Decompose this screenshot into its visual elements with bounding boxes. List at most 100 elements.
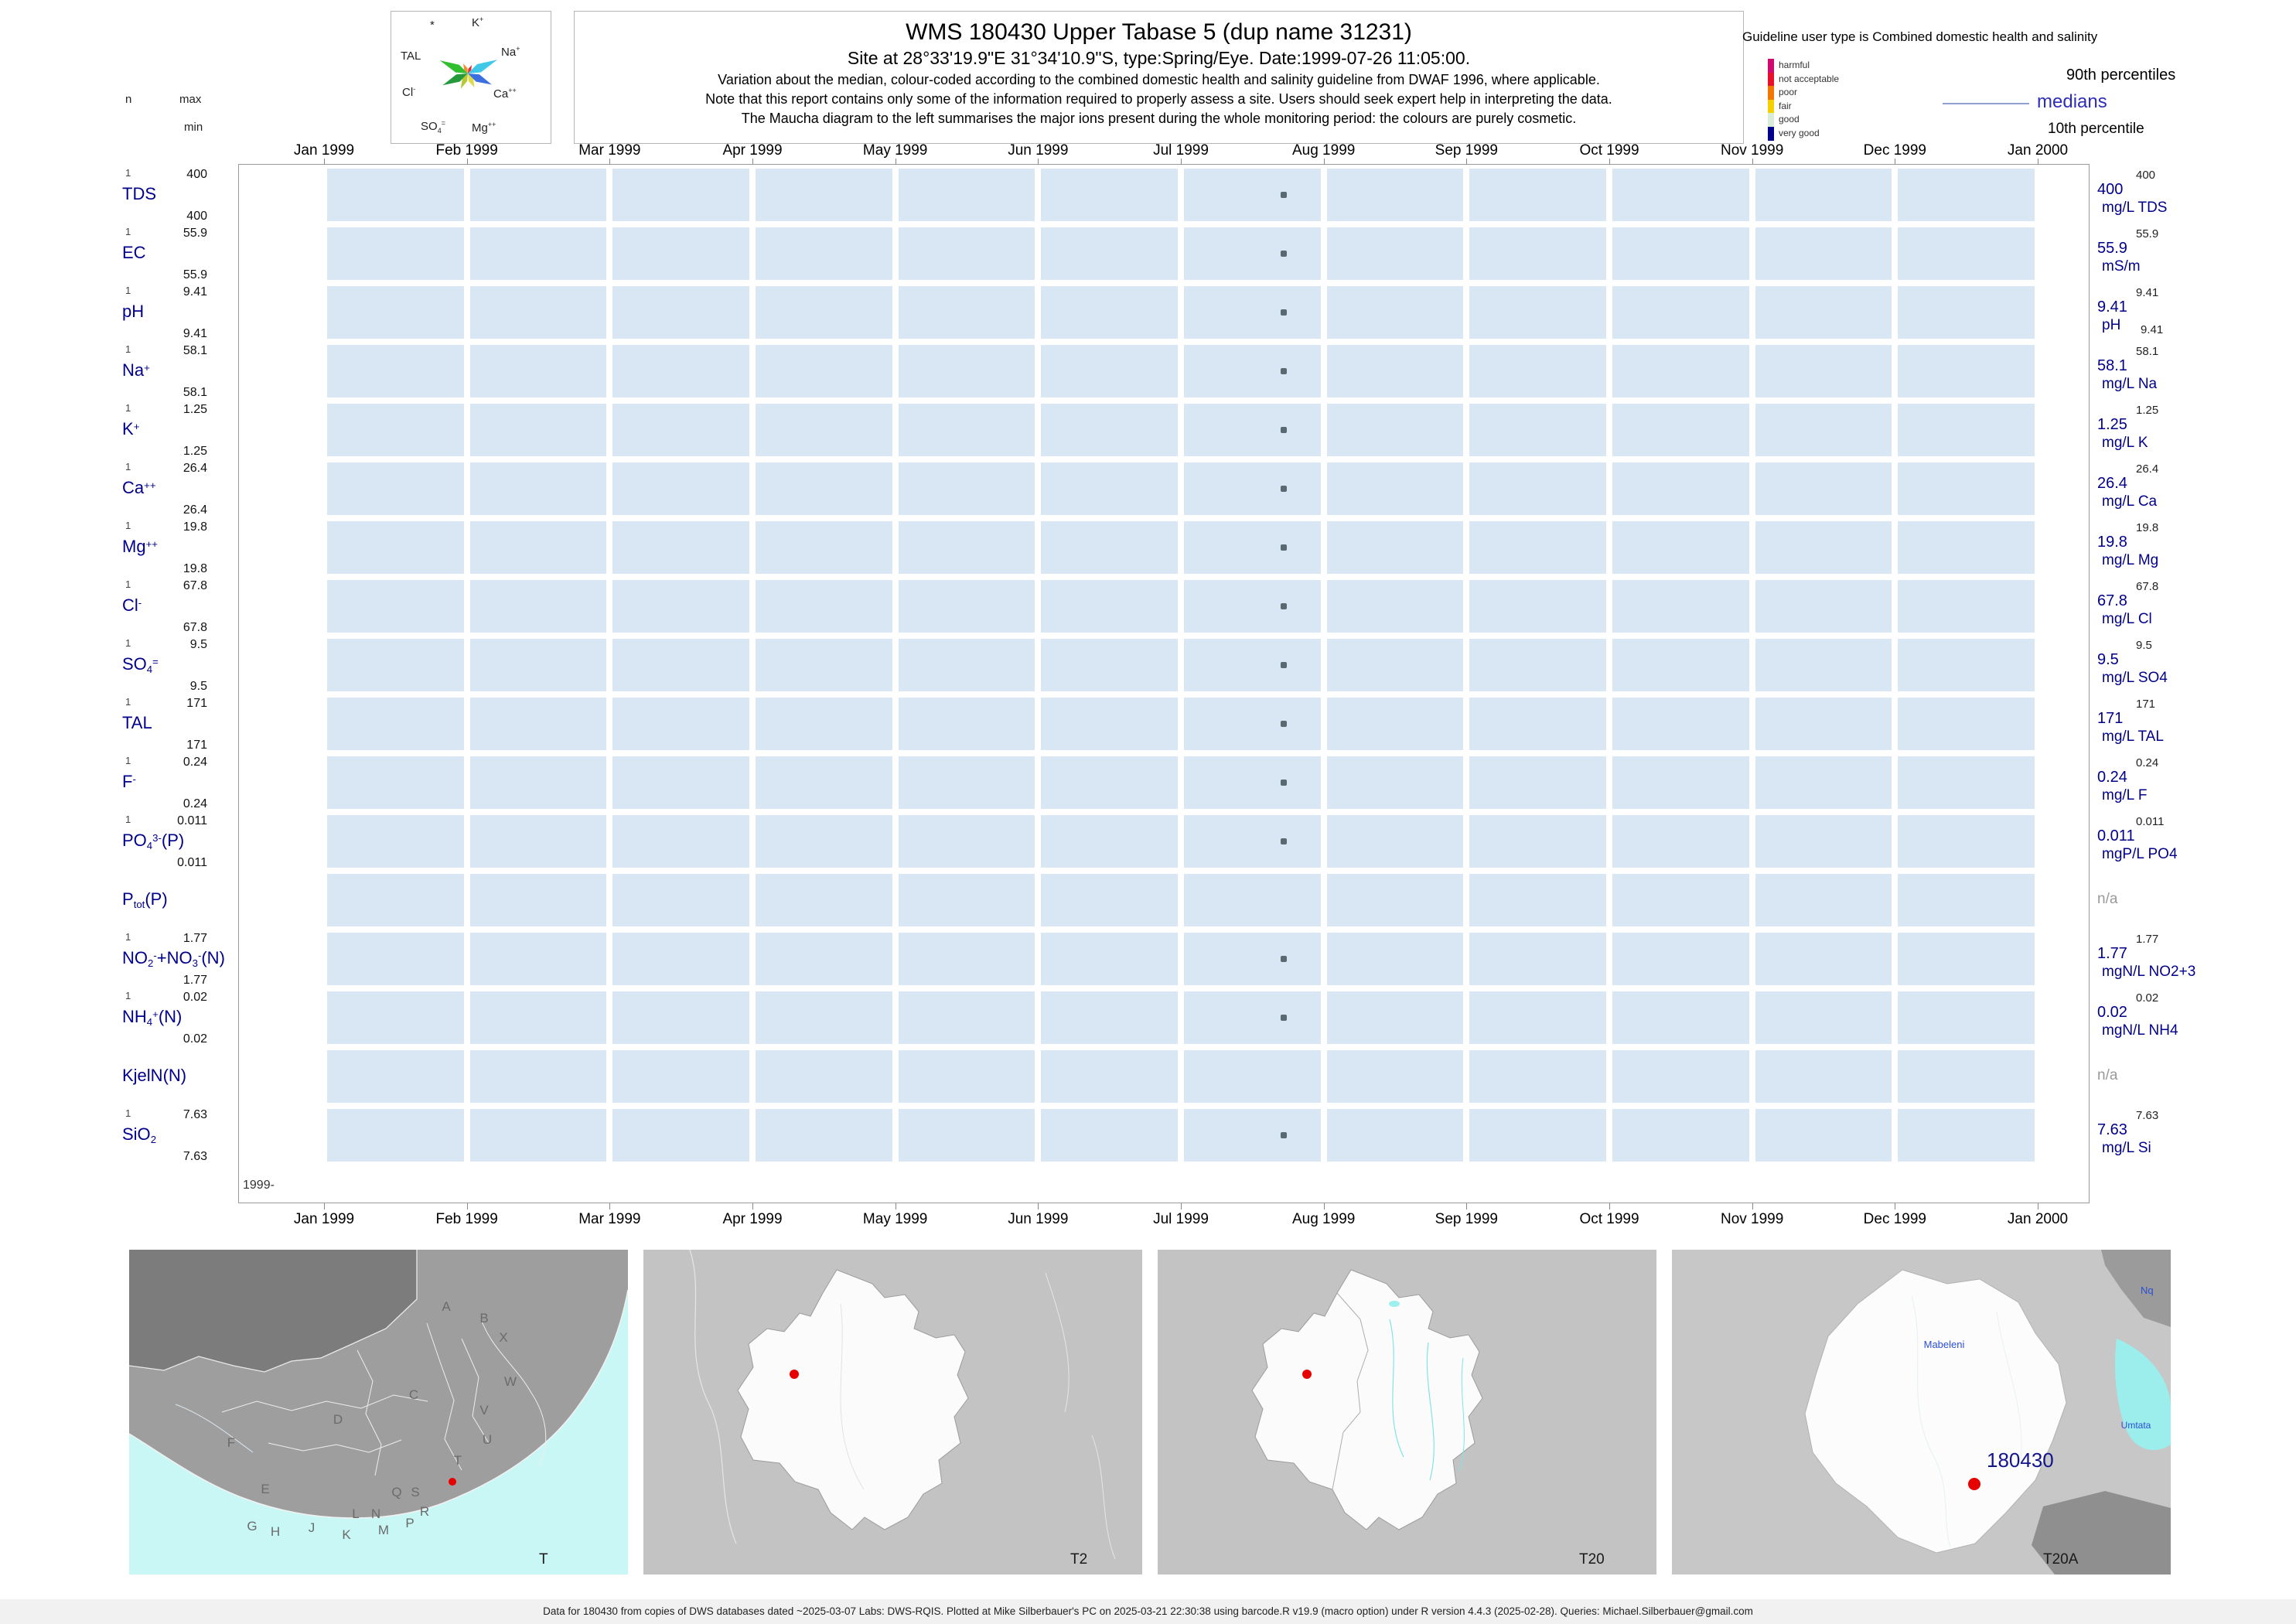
month-band <box>1041 933 1178 985</box>
legend-max-label: max <box>179 93 202 106</box>
month-band <box>1898 1050 2035 1103</box>
month-band <box>327 815 464 868</box>
site-marker <box>1968 1478 1980 1490</box>
month-band <box>612 521 749 574</box>
site-marker <box>1302 1370 1312 1379</box>
month-band <box>1755 1109 1892 1162</box>
axis-tick-bottom <box>752 1203 753 1209</box>
guideline-color-good <box>1768 113 1774 127</box>
parameter-label: Mg++ <box>122 537 158 557</box>
month-band <box>1469 227 1606 280</box>
month-band <box>1469 462 1606 515</box>
row-median-value: 19.8 <box>2097 534 2127 551</box>
row-median-value: 1.77 <box>2097 945 2127 962</box>
month-band <box>1041 991 1178 1044</box>
parameter-label: pH <box>122 302 144 322</box>
month-band <box>1898 521 2035 574</box>
maucha-ion-label-k: K+ <box>472 15 483 29</box>
row-sample-count: 1 <box>125 285 131 296</box>
map4-catchment <box>1804 1269 2067 1554</box>
region-letter: H <box>271 1524 280 1539</box>
month-label-top: Jul 1999 <box>1153 142 1209 159</box>
sample-point <box>1281 251 1287 257</box>
month-band <box>1469 991 1606 1044</box>
month-band <box>756 815 892 868</box>
month-band <box>898 1109 1035 1162</box>
label-part: K <box>122 419 134 438</box>
region-letter: V <box>479 1403 489 1418</box>
month-band <box>327 580 464 633</box>
month-band <box>1755 462 1892 515</box>
month-band <box>1326 462 1464 515</box>
row-p90-value: 0.011 <box>2136 815 2165 828</box>
month-band <box>1469 815 1606 868</box>
row-sample-count: 1 <box>125 931 131 943</box>
axis-tick-bottom <box>324 1203 325 1209</box>
axis-tick-top <box>466 159 468 165</box>
row-max-value: 0.24 <box>183 756 207 769</box>
month-band <box>327 1109 464 1162</box>
row-unit-label: mg/L TAL <box>2102 728 2164 745</box>
month-band <box>1898 169 2035 221</box>
parameter-label: PO43-(P) <box>122 831 184 851</box>
row-p90-value: 0.24 <box>2136 756 2159 769</box>
month-band <box>1326 815 1464 868</box>
region-letter: B <box>479 1311 488 1325</box>
note-disclaimer: Note that this report contains only some… <box>705 91 1612 107</box>
month-label-top: Apr 1999 <box>722 142 783 159</box>
row-max-value: 1.25 <box>183 403 207 416</box>
axis-tick-bottom <box>1181 1203 1182 1209</box>
month-band <box>1898 227 2035 280</box>
month-band <box>469 991 607 1044</box>
month-band <box>1898 991 2035 1044</box>
month-band <box>756 1109 892 1162</box>
month-label-bottom: Feb 1999 <box>435 1211 498 1227</box>
label-part: - <box>138 597 142 609</box>
month-band <box>1755 1050 1892 1103</box>
row-max-value: 9.41 <box>183 285 207 299</box>
site-marker <box>790 1370 799 1379</box>
guideline-class-label: not acceptable <box>1779 73 1840 84</box>
map-panel-label: T20 <box>1579 1551 1605 1568</box>
row-p90-value: 7.63 <box>2136 1109 2159 1122</box>
month-label-top: Aug 1999 <box>1291 142 1356 159</box>
row-min-value: 0.02 <box>183 1032 207 1046</box>
map3-dam <box>1389 1301 1400 1307</box>
month-band <box>898 404 1035 456</box>
label-part: Mg <box>122 537 146 556</box>
map3-river <box>1389 1319 1404 1458</box>
parameter-label: NO2-+NO3-(N) <box>122 948 225 969</box>
month-band <box>612 345 749 397</box>
month-band <box>756 580 892 633</box>
label-part: tot <box>133 899 145 910</box>
maucha-ion-label-ca: Ca++ <box>493 87 517 101</box>
station-id-label: 180430 <box>1987 1448 2054 1472</box>
label-part: 2 <box>148 957 154 969</box>
map1-border <box>128 1250 418 1373</box>
month-label-bottom: Apr 1999 <box>722 1211 783 1227</box>
row-min-value: 1.77 <box>183 974 207 987</box>
month-band <box>612 169 749 221</box>
month-band <box>1184 580 1321 633</box>
sample-point <box>1281 603 1287 609</box>
month-label-bottom: Jan 2000 <box>2007 1211 2069 1227</box>
axis-tick-bottom <box>1466 1203 1468 1209</box>
region-letter: E <box>261 1482 269 1496</box>
label-part: 4 <box>437 127 442 135</box>
month-band <box>1041 286 1178 339</box>
axis-tick-bottom <box>466 1203 468 1209</box>
label-part: + <box>479 15 484 23</box>
label-part: ++ <box>487 121 496 128</box>
month-band <box>898 639 1035 691</box>
guideline-color-not-acceptable <box>1768 72 1774 87</box>
row-unit-label: mg/L Mg <box>2102 552 2159 568</box>
map1-ocean <box>129 1290 628 1575</box>
month-band <box>1041 462 1178 515</box>
month-band <box>1184 698 1321 750</box>
plot-area <box>238 164 2090 1203</box>
row-min-value: 26.4 <box>183 503 207 517</box>
month-band <box>612 580 749 633</box>
title-box: WMS 180430 Upper Tabase 5 (dup name 3123… <box>574 11 1744 144</box>
month-band <box>756 1050 892 1103</box>
